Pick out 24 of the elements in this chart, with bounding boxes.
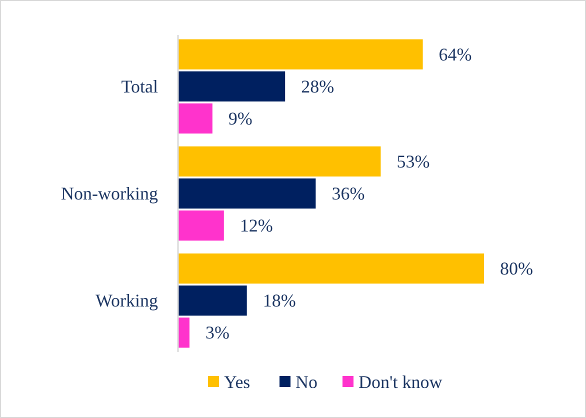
data-label: 64% [438,44,472,64]
data-label: 3% [205,322,230,343]
data-label: 9% [228,108,252,128]
bar [178,210,224,241]
bar [178,318,190,348]
legend-label: Don't know [358,372,442,392]
bar [178,253,484,284]
y-tick-label: Working [95,290,158,311]
y-tick-label: Non-working [61,184,158,204]
bar [178,103,212,134]
data-label: 80% [500,258,533,279]
bar [178,146,381,177]
data-label: 53% [396,151,430,172]
data-label: 12% [240,216,273,236]
data-label: 36% [332,184,365,204]
legend-label: Yes [224,372,250,392]
bar [178,39,423,70]
y-tick-label: Total [121,76,158,96]
bar [178,286,247,316]
legend-label: No [296,372,318,392]
data-label: 18% [262,290,296,311]
bar [178,178,316,209]
bar [178,71,286,102]
data-label: 28% [301,76,334,96]
